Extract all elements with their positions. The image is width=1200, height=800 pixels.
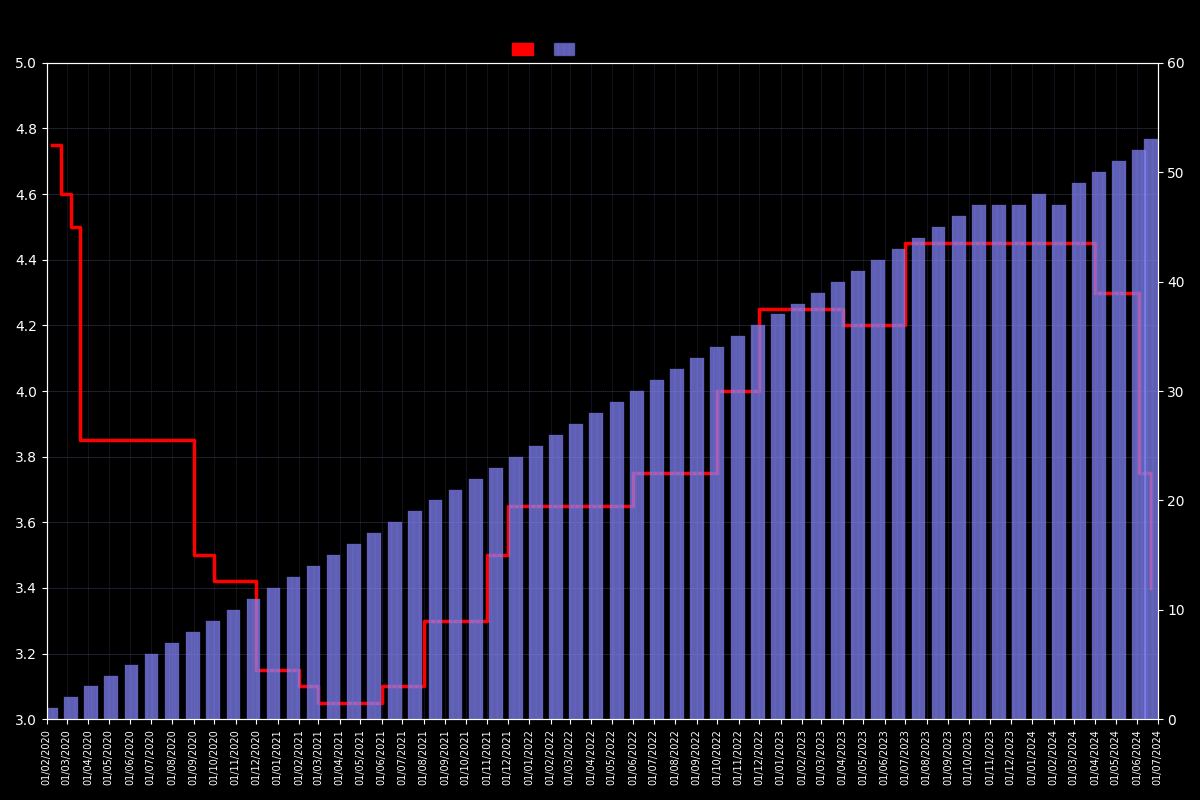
Bar xyxy=(1144,139,1158,719)
Bar xyxy=(449,490,462,719)
Bar xyxy=(671,369,684,719)
Bar xyxy=(408,511,421,719)
Bar xyxy=(830,282,845,719)
Bar xyxy=(347,544,361,719)
Bar xyxy=(206,621,220,719)
Bar xyxy=(186,632,199,719)
Bar xyxy=(1032,194,1046,719)
Bar xyxy=(104,675,118,719)
Bar xyxy=(490,468,503,719)
Bar xyxy=(630,391,643,719)
Bar xyxy=(367,534,380,719)
Bar xyxy=(246,599,260,719)
Legend: , : , xyxy=(506,37,587,62)
Bar xyxy=(589,413,602,719)
Bar xyxy=(649,380,664,719)
Bar xyxy=(931,227,946,719)
Bar xyxy=(811,293,824,719)
Bar xyxy=(791,303,805,719)
Bar xyxy=(1132,150,1146,719)
Bar xyxy=(1112,162,1126,719)
Bar xyxy=(892,249,906,719)
Bar xyxy=(84,686,97,719)
Bar xyxy=(690,358,704,719)
Bar xyxy=(227,610,240,719)
Bar xyxy=(871,260,884,719)
Bar xyxy=(772,314,785,719)
Bar xyxy=(125,665,138,719)
Bar xyxy=(469,478,482,719)
Bar xyxy=(388,522,402,719)
Bar xyxy=(428,501,443,719)
Bar xyxy=(266,588,281,719)
Bar xyxy=(610,402,624,719)
Bar xyxy=(1013,205,1026,719)
Bar xyxy=(1052,205,1066,719)
Bar xyxy=(166,642,179,719)
Bar xyxy=(972,205,986,719)
Bar xyxy=(64,698,78,719)
Bar xyxy=(44,708,59,719)
Bar xyxy=(710,347,724,719)
Bar xyxy=(1072,183,1086,719)
Bar xyxy=(287,577,300,719)
Bar xyxy=(144,654,158,719)
Bar xyxy=(509,457,523,719)
Bar xyxy=(569,424,583,719)
Bar xyxy=(326,555,341,719)
Bar xyxy=(529,446,542,719)
Bar xyxy=(851,270,865,719)
Bar xyxy=(1092,172,1106,719)
Bar xyxy=(306,566,320,719)
Bar xyxy=(953,216,966,719)
Bar xyxy=(731,336,745,719)
Bar xyxy=(550,435,563,719)
Bar xyxy=(992,205,1006,719)
Bar xyxy=(751,326,764,719)
Bar xyxy=(912,238,925,719)
